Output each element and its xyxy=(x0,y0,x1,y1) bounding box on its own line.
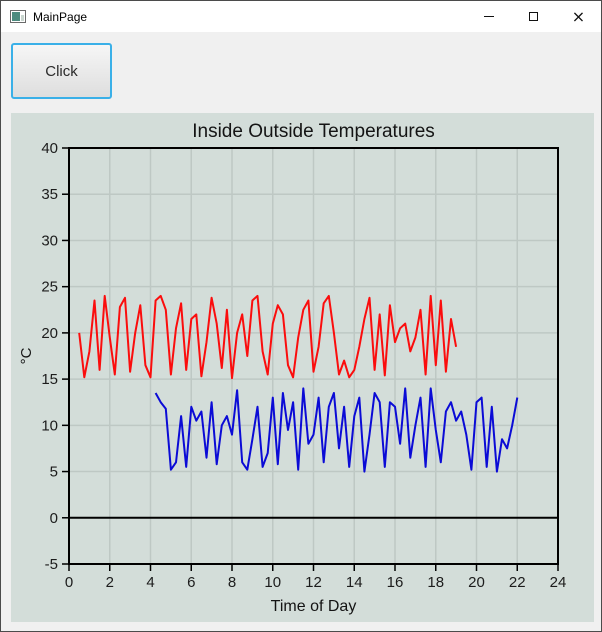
svg-text:-5: -5 xyxy=(45,556,58,573)
close-button[interactable]: × xyxy=(556,1,601,32)
minimize-button[interactable] xyxy=(466,1,511,32)
svg-text:5: 5 xyxy=(50,464,58,481)
svg-text:10: 10 xyxy=(41,417,58,434)
window-title: MainPage xyxy=(33,9,88,24)
svg-text:14: 14 xyxy=(346,574,363,591)
svg-text:6: 6 xyxy=(187,574,195,591)
click-button[interactable]: Click xyxy=(11,43,112,99)
svg-text:20: 20 xyxy=(41,325,58,342)
svg-text:8: 8 xyxy=(228,574,236,591)
window-content: Click 0 2 4 6 8 10 12 14 16 18 20 22 24 -5 0 5 10 15 20 25 3… xyxy=(1,32,601,631)
svg-text:30: 30 xyxy=(41,232,58,249)
svg-text:16: 16 xyxy=(387,574,404,591)
svg-text:18: 18 xyxy=(427,574,444,591)
svg-text:12: 12 xyxy=(305,574,322,591)
svg-text:22: 22 xyxy=(509,574,526,591)
maximize-button[interactable] xyxy=(511,1,556,32)
svg-text:°C: °C xyxy=(18,347,35,364)
svg-text:2: 2 xyxy=(106,574,114,591)
svg-text:4: 4 xyxy=(146,574,154,591)
svg-text:40: 40 xyxy=(41,140,58,157)
svg-text:0: 0 xyxy=(50,510,58,527)
svg-text:35: 35 xyxy=(41,186,58,203)
titlebar: MainPage × xyxy=(1,1,601,32)
svg-text:0: 0 xyxy=(65,574,73,591)
app-icon-pane xyxy=(12,12,20,21)
temperature-chart-svg: 0 2 4 6 8 10 12 14 16 18 20 22 24-50510152025303540I… xyxy=(18,121,567,615)
minimize-icon xyxy=(483,16,494,17)
svg-text:15: 15 xyxy=(41,371,58,388)
maximize-icon xyxy=(529,12,538,21)
svg-text:20: 20 xyxy=(468,574,485,591)
app-icon xyxy=(10,10,26,23)
close-icon: × xyxy=(571,6,586,26)
svg-text:10: 10 xyxy=(264,574,281,591)
temperature-chart: 0 2 4 6 8 10 12 14 16 18 20 22 24 -5 0 5 10 15 20 25 30 35 40 I… xyxy=(11,113,594,622)
svg-text:24: 24 xyxy=(550,574,567,591)
app-icon-pane-light xyxy=(21,15,24,21)
svg-text:25: 25 xyxy=(41,279,58,296)
svg-text:Inside Outside Temperatures: Inside Outside Temperatures xyxy=(192,121,435,142)
svg-text:Time of Day: Time of Day xyxy=(271,598,357,615)
